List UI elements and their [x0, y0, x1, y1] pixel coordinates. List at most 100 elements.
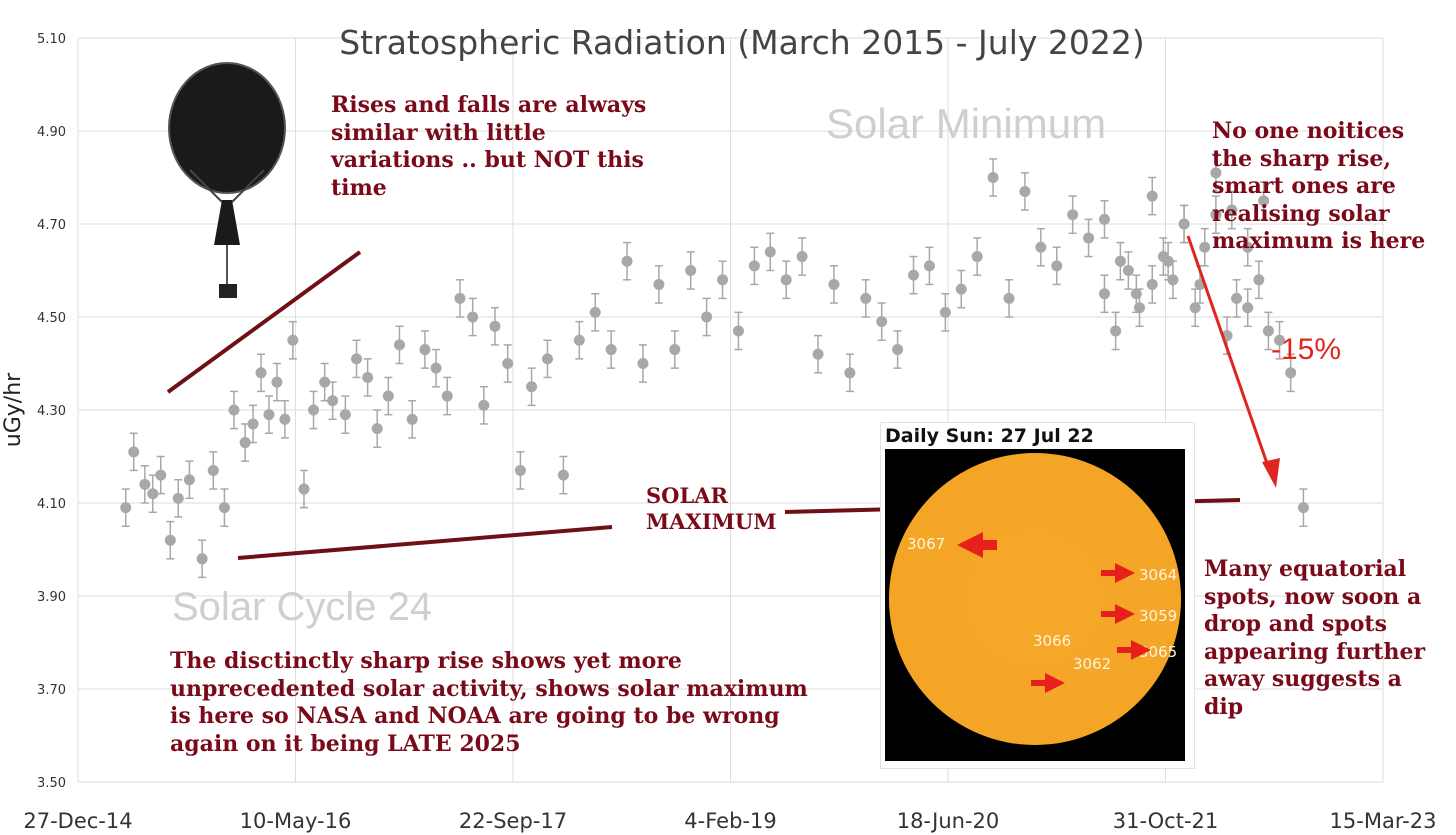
data-point	[1051, 260, 1063, 272]
series-0	[120, 153, 1270, 579]
data-point	[923, 260, 935, 272]
solar-max-line-1: SOLAR	[646, 483, 728, 508]
data-point	[1226, 204, 1238, 216]
trend-line-base	[237, 525, 613, 560]
data-point	[908, 269, 920, 281]
data-point	[1157, 251, 1169, 263]
data-point	[1098, 213, 1110, 225]
data-point	[764, 246, 776, 258]
data-point	[1258, 195, 1270, 207]
data-point	[828, 278, 840, 290]
data-point	[557, 469, 569, 481]
data-point	[218, 502, 230, 514]
data-point	[876, 316, 888, 328]
y-tick-label: 4.70	[37, 218, 66, 233]
data-point	[526, 381, 538, 393]
x-tick-label: 4-Feb-19	[684, 809, 776, 833]
y-tick-label: 3.90	[37, 590, 66, 605]
drop-arrow-shaft	[1186, 235, 1272, 473]
spot-label: 3064	[1139, 566, 1178, 584]
y-axis-label: uGy/hr	[1, 372, 26, 447]
data-point	[669, 344, 681, 356]
chart-title: Stratospheric Radiation (March 2015 - Ju…	[339, 23, 1145, 62]
data-point	[1242, 241, 1254, 253]
trend-line-rise	[166, 250, 362, 394]
y-tick-label: 4.10	[37, 497, 66, 512]
data-point	[589, 306, 601, 318]
data-point	[1253, 274, 1265, 286]
spot-label: 3059	[1139, 607, 1178, 625]
sun-disk	[889, 453, 1181, 745]
data-point	[844, 367, 856, 379]
annotation-solar-maximum: SOLAR MAXIMUM	[646, 483, 776, 536]
data-point	[139, 478, 151, 490]
data-point	[164, 534, 176, 546]
data-point	[441, 390, 453, 402]
data-point	[1003, 292, 1015, 304]
data-points	[120, 153, 1309, 579]
data-point	[860, 292, 872, 304]
data-point	[128, 446, 140, 458]
data-point	[1083, 232, 1095, 244]
data-point	[621, 255, 633, 267]
data-point	[239, 437, 251, 449]
data-point	[1110, 325, 1122, 337]
data-point	[279, 413, 291, 425]
spot-arrows	[957, 532, 1151, 693]
annotation-rises-falls: Rises and falls are always similar with …	[331, 92, 647, 201]
spot-arrow-icon	[1117, 640, 1151, 660]
data-point	[1262, 325, 1274, 337]
data-point	[371, 423, 383, 435]
data-point	[780, 274, 792, 286]
data-point	[1210, 167, 1222, 179]
data-point	[685, 265, 697, 276]
data-point	[454, 292, 466, 304]
data-point	[1035, 241, 1047, 253]
drop-arrow-head	[1262, 458, 1280, 488]
data-point	[255, 367, 267, 379]
data-point	[1167, 274, 1179, 286]
data-point	[812, 348, 824, 360]
data-point	[430, 362, 442, 374]
data-point	[892, 344, 904, 356]
data-point	[287, 334, 299, 346]
data-point	[732, 325, 744, 337]
spot-label: 3062	[1073, 655, 1112, 673]
watermark-solar-cycle: Solar Cycle 24	[172, 585, 433, 629]
data-point	[502, 358, 514, 369]
data-point	[514, 464, 526, 476]
x-tick-label: 31-Oct-21	[1113, 809, 1219, 833]
y-tick-label: 5.10	[37, 32, 66, 47]
y-tick-label: 3.50	[37, 776, 66, 791]
data-point	[701, 311, 713, 323]
sun-image-title: Daily Sun: 27 Jul 22	[885, 425, 1094, 447]
data-point	[263, 409, 275, 421]
data-point	[573, 334, 585, 346]
data-point	[987, 172, 999, 183]
data-point	[1178, 218, 1190, 230]
data-point	[605, 344, 617, 356]
watermark-solar-minimum: Solar Minimum	[826, 100, 1107, 147]
data-point	[1199, 241, 1211, 253]
data-point	[207, 464, 219, 476]
data-point	[362, 371, 374, 383]
data-point	[271, 376, 283, 388]
data-point	[1274, 334, 1286, 346]
data-point	[319, 376, 331, 388]
data-point	[653, 278, 665, 290]
data-point	[382, 390, 394, 402]
data-point	[637, 358, 649, 369]
data-point	[748, 260, 760, 272]
data-point	[1210, 209, 1222, 221]
annotation-sharp-rise: The disctinctly sharp rise shows yet mor…	[170, 648, 808, 757]
series-1	[1098, 195, 1309, 527]
data-point	[1114, 255, 1126, 267]
x-tick-label: 10-May-16	[240, 809, 352, 833]
data-point	[478, 399, 490, 411]
daily-sun-image: Daily Sun: 27 Jul 22 3067 3064 3059 3065…	[880, 422, 1195, 769]
drop-percent-label: -15%	[1271, 333, 1342, 366]
solar-max-line-2: MAXIMUM	[646, 509, 777, 535]
x-tick-label: 22-Sep-17	[459, 809, 567, 833]
data-point	[1146, 278, 1158, 290]
